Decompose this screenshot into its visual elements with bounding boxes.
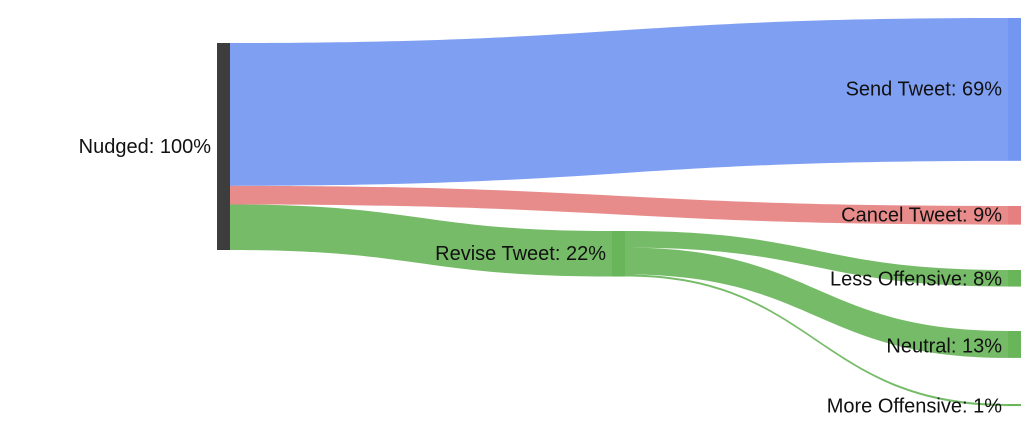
label-cancel: Cancel Tweet: 9%: [841, 204, 1002, 226]
node-neutral: [1008, 331, 1021, 358]
node-cancel: [1008, 206, 1021, 225]
link-nudged-to-revise: [230, 204, 612, 277]
labels-group: Nudged: 100% Send Tweet: 69% Cancel Tweet:…: [79, 79, 1003, 418]
label-more: More Offensive: 1%: [827, 395, 1002, 417]
node-send: [1008, 18, 1021, 161]
link-nudged-to-send: [230, 18, 1008, 186]
link-revise-to-less: [625, 231, 1008, 287]
node-less: [1008, 270, 1021, 287]
link-nudged-to-cancel: [230, 185, 1008, 225]
links-group: [230, 18, 1008, 407]
node-revise: [612, 231, 625, 277]
node-nudged: [217, 43, 230, 250]
label-send: Send Tweet: 69%: [846, 79, 1003, 101]
label-less: Less Offensive: 8%: [830, 268, 1002, 290]
label-nudged: Nudged: 100%: [79, 136, 212, 158]
nodes-group: [217, 18, 1021, 407]
label-neutral: Neutral: 13%: [886, 335, 1002, 357]
link-revise-to-neutral: [625, 247, 1008, 358]
label-revise: Revise Tweet: 22%: [435, 243, 606, 265]
link-revise-to-more: [625, 274, 1008, 407]
node-more: [1008, 404, 1021, 407]
